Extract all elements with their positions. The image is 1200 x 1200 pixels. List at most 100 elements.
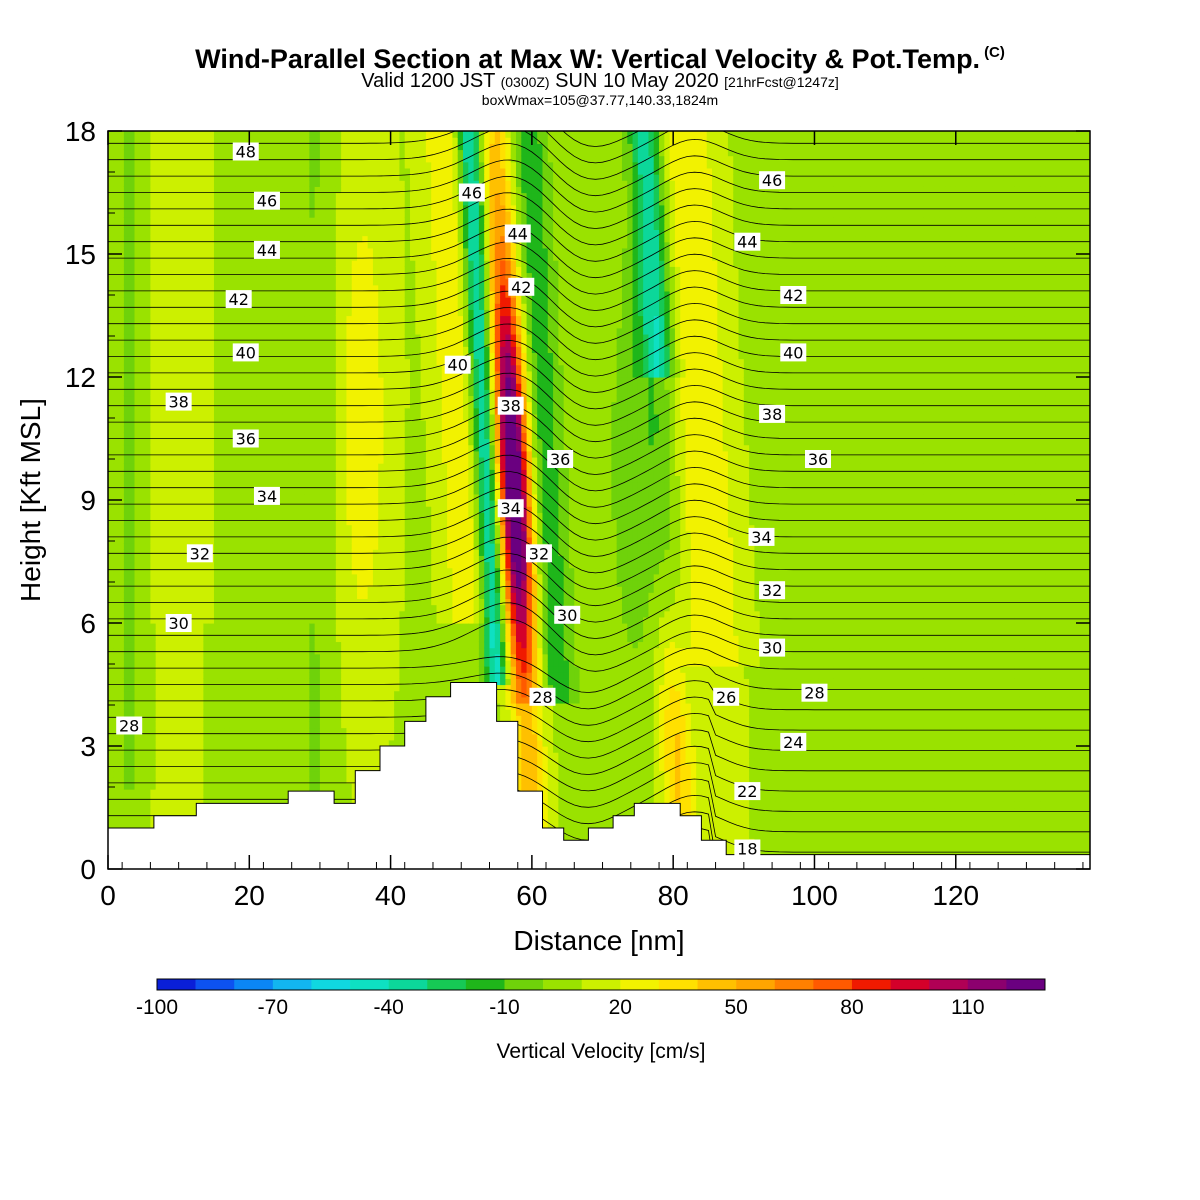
velocity-cell <box>108 629 114 636</box>
velocity-cell <box>293 204 300 212</box>
velocity-cell <box>245 321 252 329</box>
velocity-cell <box>176 463 183 470</box>
velocity-cell <box>187 801 194 809</box>
velocity-cell <box>129 272 136 280</box>
velocity-cell <box>139 370 146 378</box>
velocity-cell <box>235 198 242 206</box>
velocity-cell <box>108 641 114 649</box>
velocity-cell <box>182 746 189 753</box>
velocity-cell <box>272 260 279 267</box>
velocity-cell <box>288 426 295 433</box>
velocity-cell <box>160 290 167 298</box>
velocity-cell <box>240 450 247 458</box>
velocity-cell <box>288 407 295 415</box>
velocity-cell <box>171 210 178 218</box>
velocity-cell <box>224 567 231 575</box>
velocity-cell <box>203 518 210 526</box>
velocity-cell <box>304 647 310 655</box>
velocity-cell <box>219 383 226 390</box>
velocity-cell <box>166 709 173 716</box>
velocity-cell <box>187 186 194 194</box>
velocity-cell <box>251 235 257 243</box>
velocity-cell <box>298 161 305 169</box>
velocity-cell <box>113 315 120 323</box>
velocity-cell <box>309 297 316 304</box>
velocity-cell <box>198 131 204 138</box>
velocity-cell <box>304 733 310 741</box>
velocity-cell <box>192 370 199 378</box>
velocity-cell <box>166 297 173 304</box>
velocity-cell <box>298 321 305 329</box>
velocity-cell <box>118 629 125 636</box>
velocity-cell <box>266 653 273 661</box>
velocity-cell <box>134 764 141 772</box>
velocity-cell <box>229 235 236 243</box>
velocity-cell <box>129 290 136 298</box>
velocity-cell <box>129 592 136 599</box>
velocity-cell <box>198 715 204 722</box>
velocity-cell <box>219 666 226 673</box>
velocity-cell <box>266 450 273 458</box>
velocity-cell <box>176 795 183 802</box>
velocity-cell <box>160 131 167 138</box>
velocity-cell <box>145 180 151 187</box>
velocity-cell <box>166 432 173 440</box>
velocity-cell <box>134 303 141 310</box>
velocity-cell <box>108 131 114 138</box>
velocity-cell <box>108 819 114 827</box>
velocity-cell <box>182 536 189 544</box>
velocity-cell <box>208 776 215 784</box>
velocity-cell <box>192 672 199 679</box>
velocity-cell <box>123 290 130 298</box>
velocity-cell <box>150 795 157 802</box>
velocity-cell <box>176 278 183 286</box>
velocity-cell <box>113 254 120 261</box>
velocity-cell <box>309 623 316 630</box>
velocity-cell <box>219 456 226 464</box>
velocity-cell <box>123 352 130 360</box>
velocity-cell <box>160 346 167 353</box>
velocity-cell <box>293 776 300 784</box>
velocity-cell <box>155 438 162 446</box>
velocity-cell <box>319 401 326 409</box>
velocity-cell <box>229 186 236 194</box>
velocity-cell <box>266 524 273 532</box>
velocity-cell <box>256 235 263 243</box>
velocity-cell <box>108 801 114 809</box>
velocity-cell <box>309 272 316 280</box>
velocity-cell <box>182 420 189 427</box>
velocity-cell <box>229 137 236 144</box>
velocity-cell <box>171 764 178 772</box>
velocity-cell <box>192 407 199 415</box>
velocity-cell <box>129 752 136 759</box>
velocity-cell <box>123 481 130 489</box>
velocity-cell <box>298 358 305 366</box>
velocity-cell <box>272 623 279 630</box>
velocity-cell <box>129 512 136 520</box>
velocity-cell <box>213 672 220 679</box>
velocity-cell <box>219 395 226 403</box>
velocity-cell <box>213 395 220 403</box>
velocity-cell <box>155 413 162 421</box>
velocity-cell <box>229 389 236 397</box>
velocity-cell <box>240 500 247 507</box>
velocity-cell <box>182 254 189 261</box>
velocity-cell <box>129 463 136 470</box>
velocity-cell <box>251 370 257 378</box>
velocity-cell <box>145 377 151 384</box>
velocity-cell <box>160 149 167 157</box>
velocity-cell <box>219 186 226 194</box>
velocity-cell <box>304 407 310 415</box>
velocity-cell <box>309 364 316 372</box>
velocity-cell <box>229 413 236 421</box>
velocity-cell <box>187 309 194 317</box>
velocity-cell <box>309 524 316 532</box>
velocity-cell <box>256 776 263 784</box>
velocity-cell <box>208 463 215 470</box>
velocity-cell <box>129 487 136 495</box>
velocity-cell <box>240 512 247 520</box>
velocity-cell <box>203 641 210 649</box>
velocity-cell <box>129 137 136 144</box>
velocity-cell <box>213 444 220 452</box>
velocity-cell <box>277 604 284 612</box>
